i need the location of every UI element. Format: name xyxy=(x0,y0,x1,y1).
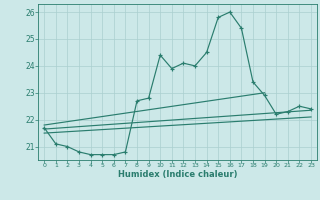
X-axis label: Humidex (Indice chaleur): Humidex (Indice chaleur) xyxy=(118,170,237,179)
